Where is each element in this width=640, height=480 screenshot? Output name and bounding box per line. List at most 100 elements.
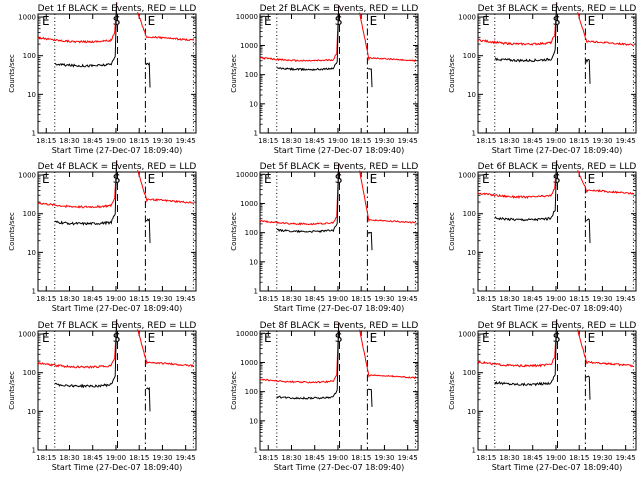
x-tick-label: 19:45 — [176, 454, 196, 462]
x-tick-label: 18:15 — [36, 137, 56, 145]
events-series-line — [367, 388, 373, 407]
marker-e: E — [588, 14, 596, 28]
x-tick-label: 19:00 — [328, 454, 348, 462]
marker-e: E — [148, 331, 156, 345]
y-tick-label: 1000 — [458, 14, 476, 22]
x-tick-label: 18:30 — [59, 295, 79, 303]
marker-e: E — [370, 172, 378, 186]
plot-frame — [259, 171, 419, 292]
lld-series-line — [359, 170, 416, 224]
events-series-line — [276, 5, 340, 72]
lld-series-line — [259, 322, 340, 384]
y-tick-label: 1000 — [458, 172, 476, 180]
x-tick-label: 18:30 — [499, 137, 519, 145]
x-tick-label: 19:00 — [328, 295, 348, 303]
y-tick-label: 100 — [463, 369, 476, 377]
y-axis-label: Counts/sec — [448, 371, 456, 410]
plot-frame — [477, 13, 637, 134]
lld-series-line — [137, 169, 194, 204]
x-tick-label: 18:45 — [83, 137, 103, 145]
events-series-line — [494, 2, 558, 63]
x-axis-label: Start Time (27-Dec-07 18:09:40) — [274, 146, 405, 155]
plot-frame — [37, 13, 197, 134]
x-tick-label: 19:45 — [616, 295, 636, 303]
marker-e: E — [42, 14, 50, 28]
events-series-line — [585, 375, 591, 400]
panel-title: Det 6f BLACK = Events, RED = LLD — [478, 162, 637, 172]
lld-series-line — [37, 2, 118, 44]
x-tick-label: 19:00 — [106, 454, 126, 462]
x-axis-label: Start Time (27-Dec-07 18:09:40) — [492, 146, 623, 155]
panel-5: Det 5f BLACK = Events, RED = LLD11010010… — [230, 162, 419, 313]
x-tick-label: 18:45 — [305, 295, 325, 303]
events-series-line — [145, 61, 151, 88]
x-tick-label: 18:15 — [129, 295, 149, 303]
lld-series-line — [477, 2, 558, 47]
lld-series-line — [259, 5, 340, 62]
marker-e: E — [264, 331, 272, 345]
x-axis-label: Start Time (27-Dec-07 18:09:40) — [52, 463, 183, 472]
plot-frame — [477, 171, 637, 292]
x-axis-label: Start Time (27-Dec-07 18:09:40) — [274, 463, 405, 472]
y-tick-label: 1000 — [240, 359, 258, 367]
x-tick-label: 19:30 — [592, 137, 612, 145]
panel-title: Det 7f BLACK = Events, RED = LLD — [38, 321, 197, 331]
y-tick-label: 100 — [463, 52, 476, 60]
marker-e: E — [370, 331, 378, 345]
y-axis-label: Counts/sec — [230, 212, 238, 251]
x-tick-label: 18:45 — [523, 454, 543, 462]
panel-title: Det 3f BLACK = Events, RED = LLD — [478, 4, 637, 14]
events-series-line — [54, 2, 118, 68]
panel-6: Det 6f BLACK = Events, RED = LLD 1 10 100 10… — [448, 160, 637, 313]
marker-e: E — [264, 172, 272, 186]
x-tick-label: 18:15 — [258, 137, 278, 145]
panel-8: Det 8f BLACK = Events, RED = LLD11010010… — [230, 321, 419, 472]
x-tick-label: 18:15 — [258, 295, 278, 303]
x-tick-label: 19:30 — [152, 295, 172, 303]
x-axis-label: Start Time (27-Dec-07 18:09:40) — [52, 304, 183, 313]
x-tick-label: 19:30 — [374, 454, 394, 462]
events-series-line — [494, 160, 558, 222]
y-axis-label: Counts/sec — [230, 54, 238, 93]
x-tick-label: 18:15 — [36, 295, 56, 303]
events-series-line — [585, 218, 591, 244]
y-tick-label: 1 — [472, 130, 476, 138]
events-series-line — [276, 163, 340, 234]
lld-series-line — [37, 160, 118, 209]
x-tick-label: 19:00 — [546, 454, 566, 462]
y-tick-label: 100 — [463, 210, 476, 218]
events-series-line — [585, 58, 591, 84]
y-tick-label: 1000 — [18, 331, 36, 339]
events-series-line — [367, 231, 373, 251]
y-axis-label: Counts/sec — [8, 212, 16, 251]
x-tick-label: 19:45 — [176, 137, 196, 145]
x-tick-label: 18:45 — [305, 137, 325, 145]
y-tick-label: 100 — [245, 388, 258, 396]
events-series-line — [276, 322, 340, 400]
x-tick-label: 18:15 — [569, 295, 589, 303]
x-tick-label: 18:30 — [499, 454, 519, 462]
x-tick-label: 18:45 — [523, 137, 543, 145]
x-tick-label: 18:45 — [83, 295, 103, 303]
lld-series-line — [359, 329, 416, 380]
x-tick-label: 18:15 — [129, 454, 149, 462]
x-tick-label: 19:00 — [546, 137, 566, 145]
y-tick-label: 10 — [249, 417, 258, 425]
y-tick-label: 10 — [467, 408, 476, 416]
x-tick-label: 18:15 — [569, 454, 589, 462]
panel-4: Det 4f BLACK = Events, RED = LLD 1 10 100 10… — [8, 160, 197, 313]
y-tick-label: 10000 — [236, 171, 258, 179]
lld-series-line — [477, 319, 558, 368]
y-tick-label: 100 — [23, 369, 36, 377]
y-tick-label: 1 — [32, 447, 36, 455]
marker-e: E — [482, 14, 490, 28]
panel-2: Det 2f BLACK = Events, RED = LLD11010010… — [230, 4, 419, 155]
y-axis-label: Counts/sec — [8, 371, 16, 410]
x-tick-label: 19:30 — [374, 137, 394, 145]
x-tick-label: 18:15 — [129, 137, 149, 145]
y-tick-label: 1000 — [240, 200, 258, 208]
y-tick-label: 1 — [254, 447, 258, 455]
x-tick-label: 18:45 — [523, 295, 543, 303]
plot-frame — [259, 330, 419, 451]
y-tick-label: 1 — [32, 288, 36, 296]
